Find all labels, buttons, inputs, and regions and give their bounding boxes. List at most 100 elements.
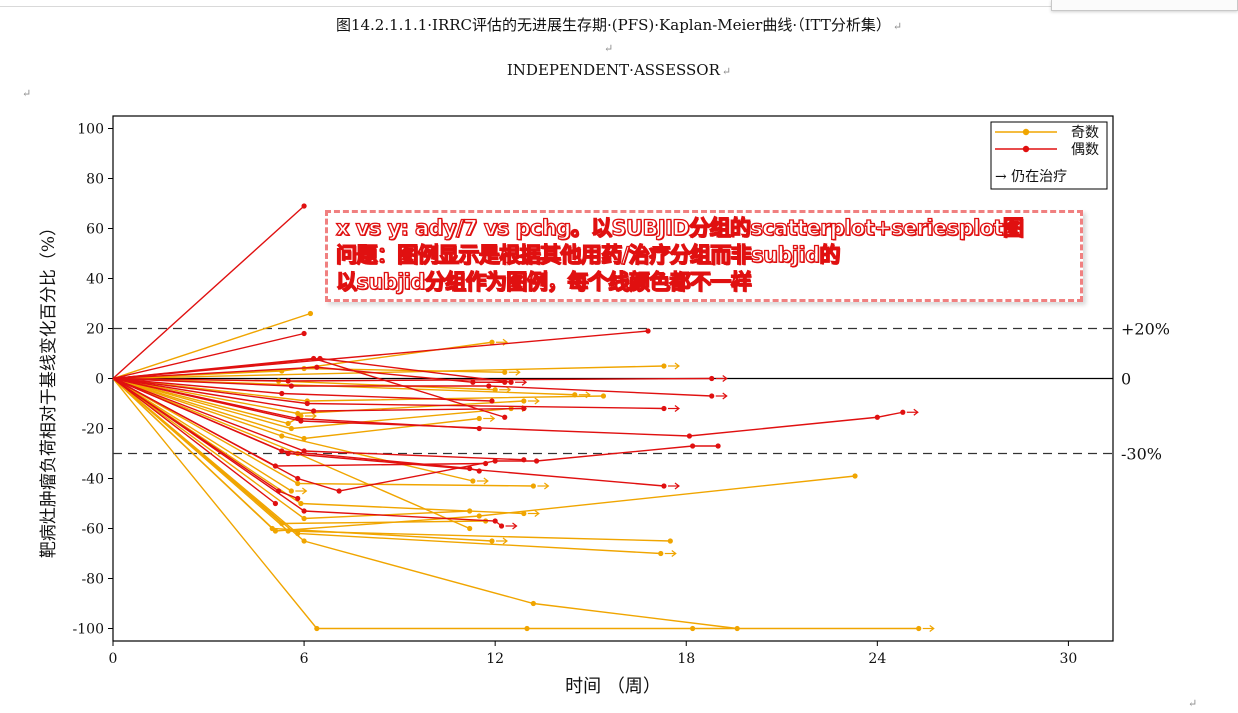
ongoing-arrow-head [489,415,496,422]
paragraph-mark: ↵ [604,42,614,55]
y-tick-label: 80 [86,172,104,188]
y-tick-label: 60 [86,222,104,238]
data-point [295,495,301,502]
data-point [502,369,508,375]
data-point [301,203,307,209]
legend-label: 奇数 [1071,124,1099,141]
reference-line-label: -30% [1121,445,1162,464]
legend-arrow-label: → 仍在治疗 [995,169,1067,185]
annotation-line-3: 以subjid分组作为图例，每个线颜色都不一样 [335,269,752,294]
ongoing-arrow-head [311,412,317,420]
data-point [285,450,291,457]
series-line [112,365,664,380]
series-line [112,377,856,532]
annotation-line-2: 问题：图例显示是根据其他用药/治疗分组而非subjid的 [335,242,841,267]
data-point [489,398,495,404]
ongoing-arrow-head [515,368,521,376]
ongoing-arrow-head [674,405,680,412]
data-point [295,480,301,487]
ongoing-arrow-head [671,550,677,557]
data-point [298,500,304,507]
data-point [508,379,514,385]
data-point [498,523,505,529]
data-point [301,508,307,514]
data-point [661,363,667,369]
y-tick-label: -80 [81,572,104,588]
ongoing-arrow-head [674,482,680,490]
data-point [288,383,294,389]
paragraph-mark: ↵ [892,20,903,33]
ongoing-arrow-head [722,375,728,382]
data-point [314,625,320,632]
x-tick-label: 24 [868,651,886,667]
ongoing-arrow-head [301,487,308,495]
data-point [524,625,530,632]
data-point [467,508,473,514]
y-tick-label: -20 [81,422,104,438]
data-point [288,425,294,432]
series-line [112,332,305,380]
data-point [530,600,536,607]
x-tick-label: 6 [300,651,309,667]
data-point [272,463,279,469]
paragraph-mark: ↵ [721,65,732,78]
data-point [476,513,482,519]
series-line [112,312,311,380]
legend-swatch-marker [1022,145,1030,153]
ongoing-arrow-head [913,408,919,416]
y-axis-label: 靶病灶肿瘤负荷相对于基线变化百分比（%） [39,219,59,558]
data-point [661,405,667,412]
data-point [690,625,696,632]
data-point [285,378,291,384]
data-point [483,460,489,467]
data-point [661,483,667,489]
data-point [304,400,310,407]
series-line [112,366,505,383]
x-tick-label: 30 [1060,651,1078,667]
y-tick-label: 100 [77,122,104,138]
data-point [288,488,294,494]
data-point [709,375,715,382]
data-point [530,483,536,489]
ongoing-arrow-head [929,625,935,632]
data-point [470,478,476,484]
x-tick-label: 12 [486,651,504,667]
data-point [690,443,696,449]
series-line [112,377,738,630]
legend-box [990,121,1108,190]
data-point [298,418,304,424]
data-point [492,387,498,393]
data-point [715,443,721,449]
data-point [285,420,291,427]
data-point [489,538,495,544]
data-point [279,433,285,439]
ongoing-arrow-head [674,362,680,370]
data-point [645,328,651,334]
ongoing-arrow-head [502,537,508,545]
ongoing-arrow-head [512,522,518,530]
data-point [502,379,508,385]
ongoing-arrow-head [722,392,728,400]
caption-subtitle: INDEPENDENT·ASSESSOR [506,61,720,79]
y-tick-label: -40 [81,472,104,488]
caption-line-1: 图14.2.1.1.1·IRRC评估的无进展生存期·(PFS)·Kaplan-M… [0,14,1238,35]
data-point [521,398,527,404]
data-point [314,364,320,370]
reference-line-label: +20% [1121,320,1170,339]
data-point [311,408,317,414]
series-line [112,205,305,380]
data-point [486,383,492,389]
series-line [112,377,276,505]
x-tick-label: 0 [109,651,118,667]
ongoing-arrow-head [483,477,489,485]
legend-label: 偶数 [1071,142,1099,158]
y-tick-label: -100 [73,622,104,638]
data-point [279,390,285,397]
y-tick-label: 40 [86,272,104,288]
data-point [533,458,540,464]
reference-line-label: 0 [1121,370,1131,389]
data-point [852,473,858,479]
data-point [301,515,307,522]
data-point [301,538,307,544]
legend-swatch-marker [1022,128,1030,136]
